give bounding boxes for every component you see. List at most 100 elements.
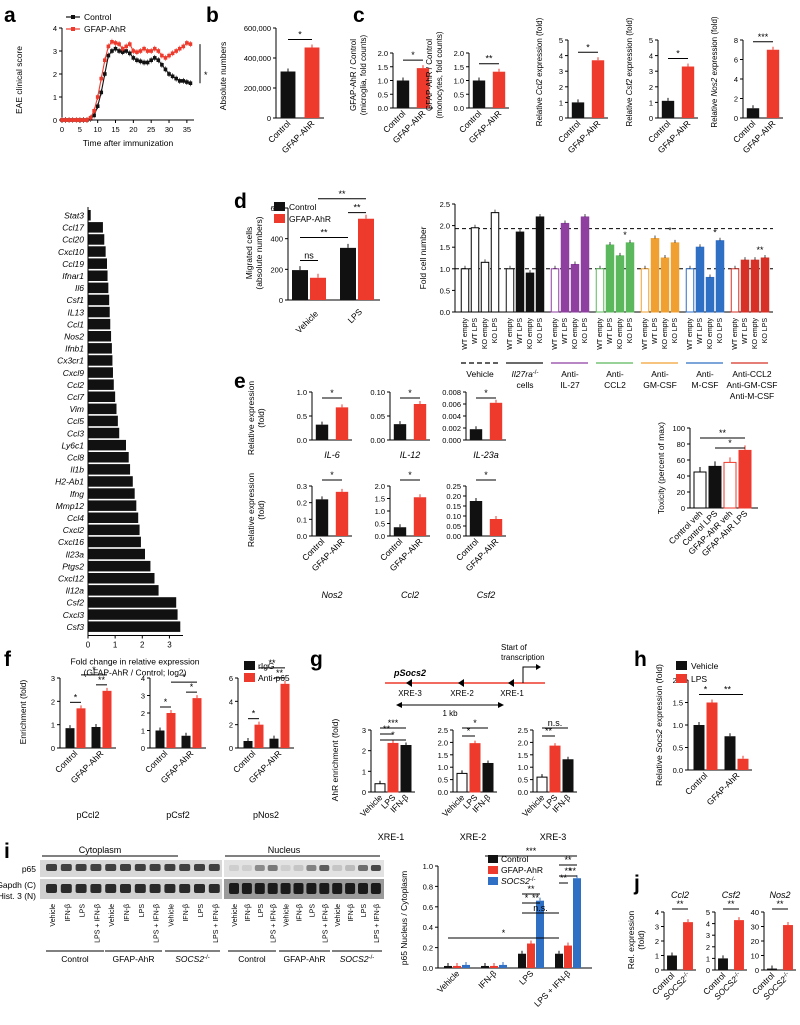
panel-c4-y-tick-label: 0 [649, 114, 653, 123]
panel-b-y-tick-label: 400,000 [244, 54, 271, 63]
panel-g-0-sig-label: ** [383, 724, 391, 734]
panel-h-sig-label: ** [724, 685, 732, 695]
waterfall-bar-Ccl3 [88, 427, 120, 439]
panel-d2-bar [535, 216, 545, 313]
panel-c3-y-tick-label: 5 [559, 36, 563, 45]
panel-e-bot-2-y-tick-label: 0.05 [446, 522, 461, 531]
panel-f-1-y-tick-label: 2 [141, 709, 145, 718]
panel-j-1-bar [734, 920, 744, 970]
panel-i-lane-label: Vehicle [232, 904, 239, 927]
waterfall-bar-Ifng [88, 488, 135, 499]
panel-f-y-label: Enrichment (fold) [18, 679, 28, 744]
panel-label-b: b [206, 4, 219, 27]
panel-d2-cond-label: WT empty [642, 318, 649, 350]
panel-j-2-y-tick-label: 10 [751, 952, 759, 961]
panel-i-band-hist3 [267, 883, 278, 894]
panel-g-xre-label: XRE-1 [500, 689, 524, 698]
panel-j-0-y-tick-label: 2 [655, 937, 659, 946]
panel-c1-bar [396, 80, 410, 108]
panel-e-top-2-y-tick-label: 0.006 [442, 400, 461, 409]
waterfall-gene-label: Il6 [75, 283, 84, 293]
panel-h-x-label: Control [683, 770, 710, 797]
panel-g-0-y-tick-label: 0 [362, 788, 366, 797]
panel-i-row-label: Hist. 3 (N) [0, 891, 36, 901]
panel-e-bot-1-y-tick-label: 0.0 [375, 532, 385, 541]
panel-a-x-tick-label: 0 [60, 125, 64, 134]
panel-f-bar [243, 741, 253, 748]
panel-j-x-label-socs2-part-1: -/- [782, 971, 790, 979]
panel-d2-cond-label: WT LPS [652, 318, 659, 344]
panel-c1-sig-label: * [411, 50, 415, 60]
panel-i-band-gapdh [120, 884, 131, 893]
panel-a-point-control [177, 79, 182, 83]
panel-i-band-cyto-p65 [46, 864, 57, 871]
panel-label-h: h [634, 648, 647, 671]
panel-a-y-tick-label: 2 [53, 70, 57, 79]
panel-d2-group-label: Vehicle [466, 369, 494, 379]
panel-a-x-label: Time after immunization [83, 138, 174, 148]
panel-d2-bar [515, 231, 525, 313]
panel-a-point-control [113, 46, 118, 51]
panel-f-2-y-tick-label: 0 [229, 744, 233, 753]
waterfall-x-label-1: Fold change in relative expression [71, 657, 200, 667]
waterfall-gene-label: Cx3cr1 [57, 356, 84, 366]
panel-d2-cond-label: KO LPS [717, 318, 724, 344]
panel-e-bot-0-y-tick-label: 0.0 [297, 532, 307, 541]
panel-i-band-cyto-p65 [105, 864, 117, 871]
panel-i-band-nuc-p65 [280, 865, 291, 871]
panel-d2-bar [705, 276, 715, 313]
panel-j-1-y-tick-label: 5 [706, 908, 710, 917]
panel-h-y-tick-label: 1.0 [673, 721, 683, 730]
waterfall-gene-label: Ifnar1 [62, 271, 84, 281]
panel-d1-y-tick-label: 200 [270, 265, 283, 274]
panel-d2-y-tick-label: 1.5 [440, 243, 450, 252]
waterfall-bar-Vim [88, 403, 117, 415]
panel-c5-y-tick-label: 0 [734, 114, 738, 123]
panel-i-band-cyto-p65 [179, 864, 191, 871]
panel-h-legend-vehicle-label: Vehicle [691, 661, 719, 671]
panel-d-legend-control-swatch [274, 202, 285, 211]
panel-i-band-cyto-p65 [194, 864, 205, 871]
panel-j-1-y-tick-label: 0 [706, 966, 710, 975]
panel-g-2-y-tick-label: 0.0 [518, 788, 528, 797]
panel-label-d: d [234, 190, 247, 213]
panel-a-y-tick-label: 0 [53, 116, 57, 125]
panel-h-x-label: GFAP-AhR [705, 770, 742, 807]
waterfall-gene-label: Cxcl9 [63, 368, 85, 378]
panel-i-nucleus-label: Nucleus [268, 845, 301, 855]
panel-d2-bar [505, 268, 515, 313]
panel-e-bot-1-bar [413, 497, 427, 536]
panel-g-bar [374, 783, 386, 793]
waterfall-bar-H2-Ab1 [88, 476, 133, 487]
panel-d2-bar [595, 268, 605, 313]
waterfall-bar-Cxcl9 [88, 367, 113, 378]
waterfall-gene-label: Ccl3 [67, 428, 84, 438]
panel-d1-bar [358, 218, 374, 300]
panel-g-bar [400, 745, 412, 793]
panel-a-point-ahr [92, 109, 96, 113]
panel-g-plot-name: XRE-3 [540, 832, 567, 842]
panel-d1-y-label-1: Migrated cells [244, 227, 254, 279]
panel-g-xre-arrow [508, 679, 514, 687]
panel-j-gene-label: Nos2 [769, 890, 790, 900]
panel-g-tss-label-2: transcription [501, 653, 545, 662]
panel-a-point-ahr [127, 42, 132, 46]
panel-d2-cond-label: WT LPS [562, 318, 569, 344]
panel-a-point-control [167, 72, 171, 76]
panel-a-sig-label: * [204, 70, 208, 80]
panel-i-lane-label: LPS [258, 904, 265, 918]
panel-c3-y-label-part-1: Ccl2 [535, 79, 544, 96]
panel-f-1-y-tick-label: 4 [141, 674, 145, 683]
panel-i-band-nuc-p65 [319, 865, 330, 871]
panel-d2-cond-label: KO LPS [537, 318, 544, 344]
panel-i-lane-label: LPS [198, 904, 205, 918]
panel-a-point-ahr [60, 118, 64, 122]
panel-g-0-y-tick-label: 1 [362, 767, 366, 776]
waterfall-gene-label: Cxcl16 [58, 537, 84, 547]
panel-a-point-ahr [131, 49, 136, 53]
panel-i-band-cyto-p65 [134, 864, 146, 871]
panel-a-point-control [95, 104, 100, 108]
panel-a-point-control [120, 50, 125, 54]
panel-e-top-2-y-tick-label: 0.002 [442, 424, 461, 433]
panel-a-point-control [124, 49, 129, 53]
